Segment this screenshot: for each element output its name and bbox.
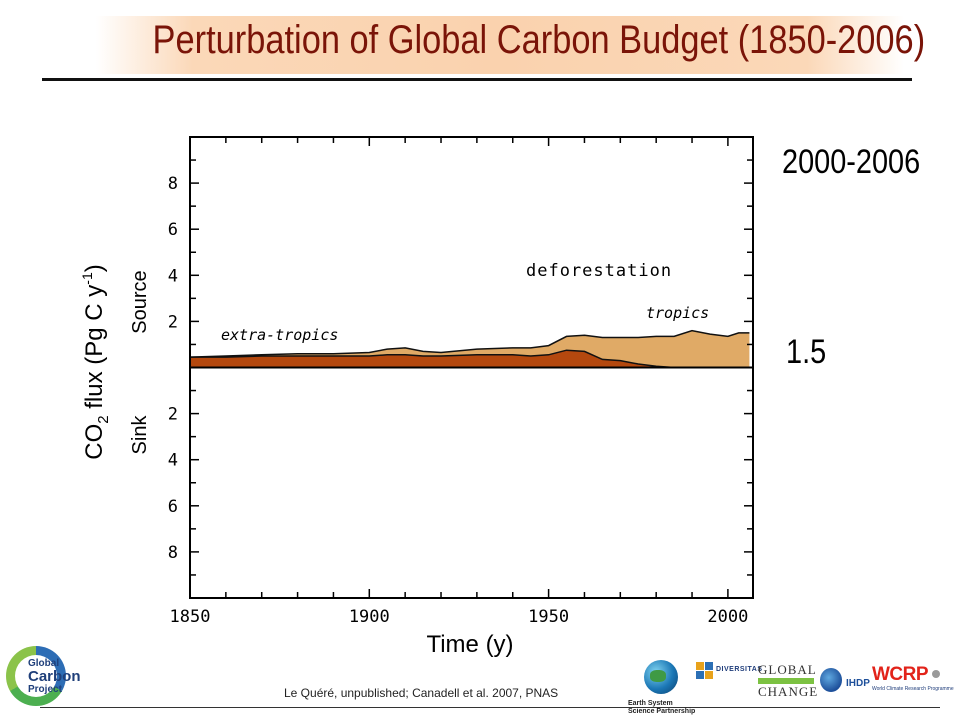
y-tick-label: 8 (168, 543, 178, 563)
area-tropics (190, 330, 750, 368)
essp-logo-text-2: Science Partnership (628, 708, 696, 715)
diversitas-logo-text: DIVERSITAS (716, 666, 763, 673)
gcp-logo-text-2: Carbon (28, 668, 81, 685)
ihdp-logo: IHDP (820, 668, 872, 698)
sink-label: Sink (129, 415, 151, 455)
ihdp-logo-text: IHDP (846, 678, 870, 689)
igbp-logo: GLOBAL CHANGE (758, 662, 819, 702)
line-tropics-top (189, 329, 750, 358)
extra-tropics-annotation: extra-tropics (221, 326, 338, 344)
x-tick-label: 2000 (707, 607, 748, 627)
tropics-annotation: tropics (646, 304, 709, 322)
gcp-logo-text-3: Project (28, 684, 62, 695)
x-tick-label: 1850 (170, 607, 211, 627)
footer-rule (40, 707, 940, 708)
plot-frame (189, 136, 754, 599)
source-label: Source (129, 270, 151, 333)
flux-value-label: 1.5 (786, 333, 827, 371)
x-axis-title: Time (y) (426, 631, 513, 658)
y-tick-label: 6 (168, 497, 178, 517)
essp-logo-text-1: Earth System (628, 700, 673, 707)
ihdp-globe-icon (820, 668, 842, 692)
essp-globe-icon (644, 660, 678, 694)
y-tick-label: 2 (168, 312, 178, 332)
title-banner (96, 16, 904, 74)
x-tick-label: 1950 (528, 607, 569, 627)
diversitas-logo: DIVERSITAS (696, 662, 762, 696)
area-extra-tropics (190, 350, 750, 368)
slide-title: Perturbation of Global Carbon Budget (18… (152, 18, 926, 62)
gcp-logo-text-1: Global (28, 658, 60, 669)
y-tick-label: 2 (168, 405, 178, 425)
y-tick-label: 4 (168, 266, 178, 286)
wcrp-logo-text: WCRP (872, 664, 929, 685)
y-axis-title: CO2 flux (Pg C y-1) (79, 264, 112, 460)
y-tick-label: 4 (168, 451, 178, 471)
global-carbon-project-logo: Global Carbon Project (6, 646, 81, 712)
essp-logo: Earth System Science Partnership (628, 660, 695, 718)
igbp-logo-text-1: GLOBAL (758, 662, 817, 677)
igbp-logo-text-2: CHANGE (758, 684, 819, 699)
wcrp-logo-subtext: World Climate Research Programme (872, 686, 954, 692)
citation: Le Quéré, unpublished; Canadell et al. 2… (284, 686, 559, 700)
y-tick-label: 6 (168, 220, 178, 240)
deforestation-annotation: deforestation (526, 261, 672, 281)
period-label: 2000-2006 (782, 143, 921, 181)
wcrp-logo: WCRP World Climate Research Programme (872, 664, 958, 698)
x-tick-label: 1900 (349, 607, 390, 627)
y-tick-label: 8 (168, 174, 178, 194)
title-underline (42, 78, 912, 81)
